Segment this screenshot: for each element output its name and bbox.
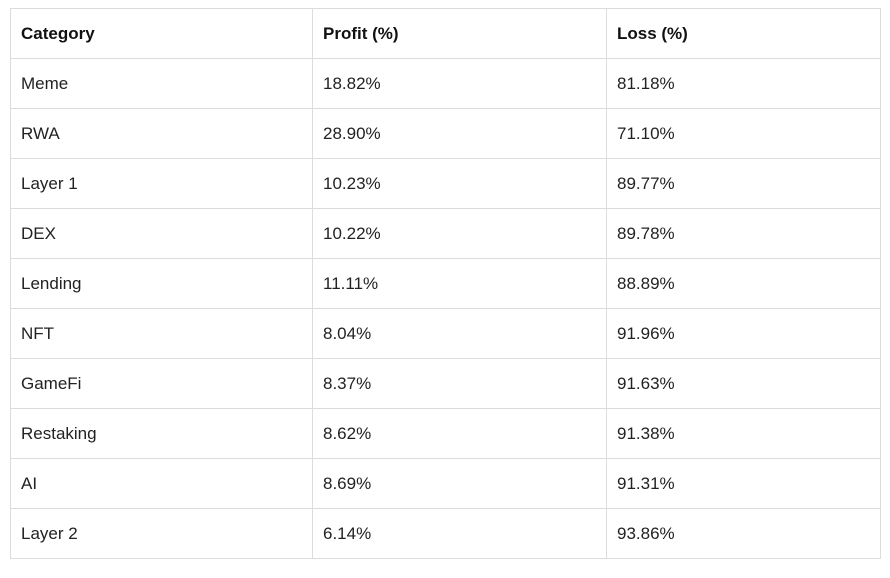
cell-category: NFT [10,308,313,359]
table-row: GameFi 8.37% 91.63% [10,358,881,409]
cell-loss: 93.86% [606,508,881,559]
profit-loss-table: Category Profit (%) Loss (%) Meme 18.82%… [10,8,881,559]
cell-category: RWA [10,108,313,159]
table-row: Layer 2 6.14% 93.86% [10,508,881,559]
cell-profit: 11.11% [312,258,607,309]
cell-profit: 18.82% [312,58,607,109]
cell-loss: 91.96% [606,308,881,359]
header-profit: Profit (%) [312,8,607,59]
cell-loss: 91.63% [606,358,881,409]
cell-category: GameFi [10,358,313,409]
cell-loss: 91.31% [606,458,881,509]
cell-loss: 71.10% [606,108,881,159]
header-loss: Loss (%) [606,8,881,59]
table-row: RWA 28.90% 71.10% [10,108,881,159]
cell-category: AI [10,458,313,509]
table-row: NFT 8.04% 91.96% [10,308,881,359]
header-category: Category [10,8,313,59]
cell-profit: 6.14% [312,508,607,559]
cell-loss: 91.38% [606,408,881,459]
cell-loss: 89.77% [606,158,881,209]
table-row: Meme 18.82% 81.18% [10,58,881,109]
cell-category: DEX [10,208,313,259]
table-row: Layer 1 10.23% 89.77% [10,158,881,209]
cell-profit: 28.90% [312,108,607,159]
table-row: DEX 10.22% 89.78% [10,208,881,259]
cell-category: Restaking [10,408,313,459]
cell-profit: 8.69% [312,458,607,509]
cell-loss: 89.78% [606,208,881,259]
header-row: Category Profit (%) Loss (%) [10,8,881,59]
cell-profit: 8.37% [312,358,607,409]
table-container: Category Profit (%) Loss (%) Meme 18.82%… [10,8,881,559]
cell-profit: 10.23% [312,158,607,209]
cell-loss: 81.18% [606,58,881,109]
table-row: Lending 11.11% 88.89% [10,258,881,309]
cell-category: Lending [10,258,313,309]
cell-profit: 8.04% [312,308,607,359]
cell-category: Meme [10,58,313,109]
table-row: AI 8.69% 91.31% [10,458,881,509]
cell-category: Layer 2 [10,508,313,559]
cell-profit: 8.62% [312,408,607,459]
cell-profit: 10.22% [312,208,607,259]
cell-loss: 88.89% [606,258,881,309]
table-row: Restaking 8.62% 91.38% [10,408,881,459]
table-header: Category Profit (%) Loss (%) [10,8,881,59]
cell-category: Layer 1 [10,158,313,209]
table-body: Meme 18.82% 81.18% RWA 28.90% 71.10% Lay… [10,58,881,559]
